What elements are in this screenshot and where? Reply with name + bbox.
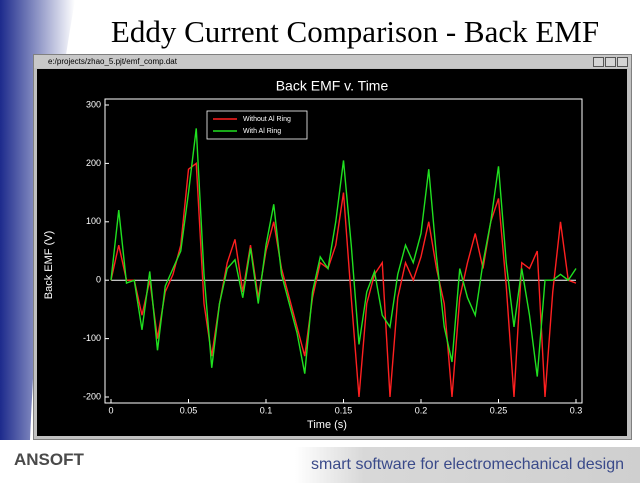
x-tick-label: 0.15 <box>335 405 353 415</box>
y-axis-label: Back EMF (V) <box>43 231 55 299</box>
x-tick-label: 0.3 <box>570 405 583 415</box>
legend-label: With Al Ring <box>243 128 281 135</box>
x-tick-label: 0.05 <box>180 405 198 415</box>
y-tick-label: 300 <box>86 99 101 109</box>
window-title-text: e:/projects/zhao_5.pjt/emf_comp.dat <box>48 57 177 66</box>
y-tick-label: 0 <box>96 275 101 285</box>
slide-title: Eddy Current Comparison - Back EMF <box>110 14 600 49</box>
tagline: smart software for electromechanical des… <box>295 447 640 483</box>
window-buttons[interactable] <box>592 57 628 71</box>
window-title: e:/projects/zhao_5.pjt/emf_comp.dat <box>34 55 631 68</box>
x-tick-label: 0.1 <box>260 405 273 415</box>
x-tick-label: 0 <box>108 405 113 415</box>
y-tick-label: 100 <box>86 216 101 226</box>
y-tick-label: 200 <box>86 158 101 168</box>
legend-box <box>206 110 308 140</box>
series-line <box>110 162 577 398</box>
logo: ANSOFT <box>14 450 84 469</box>
y-tick-label: -200 <box>83 391 101 401</box>
x-tick-label: 0.2 <box>415 405 428 415</box>
y-tick-label: -100 <box>83 333 101 343</box>
x-tick-label: 0.25 <box>490 405 508 415</box>
chart: Back EMF v. Time Time (s) Back EMF (V) -… <box>37 69 627 436</box>
x-axis-label: Time (s) <box>307 419 347 431</box>
chart-title: Back EMF v. Time <box>276 78 389 94</box>
series-line <box>110 128 577 377</box>
plot-background <box>37 69 627 436</box>
legend-label: Without Al Ring <box>243 116 291 123</box>
window: e:/projects/zhao_5.pjt/emf_comp.dat Back… <box>33 54 632 440</box>
